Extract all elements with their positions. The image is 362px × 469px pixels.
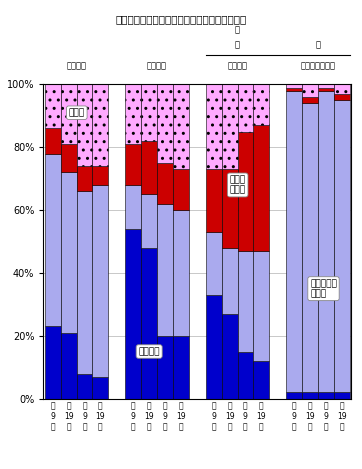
Bar — [45, 84, 61, 129]
Bar — [92, 377, 108, 399]
Bar — [141, 84, 157, 141]
Bar — [253, 84, 269, 125]
Bar — [286, 91, 302, 393]
Text: 図１　大学の関係学科・専攻分野別学生の構成: 図１ 大学の関係学科・専攻分野別学生の構成 — [115, 14, 247, 24]
Bar — [126, 84, 141, 144]
Bar — [253, 251, 269, 361]
Bar — [302, 393, 318, 399]
Bar — [206, 295, 222, 399]
Bar — [141, 195, 157, 248]
Text: 院: 院 — [315, 41, 320, 50]
Bar — [222, 84, 237, 169]
Bar — [61, 84, 77, 144]
Bar — [77, 191, 92, 373]
Bar — [92, 185, 108, 377]
Bar — [45, 129, 61, 153]
Bar — [222, 169, 237, 248]
Bar — [45, 153, 61, 326]
Text: その他: その他 — [69, 108, 85, 117]
Bar — [286, 84, 302, 88]
Text: 学: 学 — [235, 25, 240, 34]
Bar — [253, 361, 269, 399]
Text: 修士課程: 修士課程 — [147, 61, 167, 70]
Text: 農医歯
薬学系: 農医歯 薬学系 — [230, 175, 246, 195]
Bar — [237, 251, 253, 352]
Bar — [61, 144, 77, 173]
Bar — [126, 185, 141, 229]
Text: 大学学部: 大学学部 — [67, 61, 87, 70]
Text: 人文・社会
科学系: 人文・社会 科学系 — [310, 279, 337, 298]
Bar — [222, 314, 237, 399]
Bar — [173, 169, 189, 210]
Bar — [318, 88, 334, 91]
Bar — [334, 393, 350, 399]
Bar — [126, 144, 141, 185]
Bar — [253, 125, 269, 251]
Bar — [157, 204, 173, 336]
Bar — [302, 84, 318, 97]
Bar — [206, 84, 222, 169]
Text: 専門職学位課程: 専門職学位課程 — [300, 61, 336, 70]
Bar — [302, 97, 318, 103]
Bar — [157, 336, 173, 399]
Bar — [173, 84, 189, 169]
Bar — [45, 326, 61, 399]
Bar — [61, 333, 77, 399]
Bar — [318, 393, 334, 399]
Bar — [92, 166, 108, 185]
Text: 理工学系: 理工学系 — [138, 347, 160, 356]
Bar — [206, 232, 222, 295]
Bar — [286, 88, 302, 91]
Bar — [61, 173, 77, 333]
Text: 博士課程: 博士課程 — [227, 61, 248, 70]
Bar — [157, 163, 173, 204]
Bar — [237, 84, 253, 132]
Bar — [126, 229, 141, 399]
Bar — [237, 132, 253, 251]
Bar — [286, 393, 302, 399]
Bar — [77, 373, 92, 399]
Bar — [141, 248, 157, 399]
Bar — [302, 103, 318, 393]
Bar — [77, 166, 92, 191]
Bar — [237, 352, 253, 399]
Bar — [334, 94, 350, 100]
Bar — [222, 248, 237, 314]
Bar — [92, 84, 108, 166]
Bar — [157, 84, 173, 163]
Bar — [141, 141, 157, 195]
Bar — [318, 84, 334, 88]
Bar — [206, 169, 222, 232]
Bar — [334, 84, 350, 94]
Bar — [334, 100, 350, 393]
Bar — [173, 210, 189, 336]
Bar — [173, 336, 189, 399]
Bar — [77, 84, 92, 166]
Text: 大: 大 — [235, 41, 240, 50]
Bar — [318, 91, 334, 393]
